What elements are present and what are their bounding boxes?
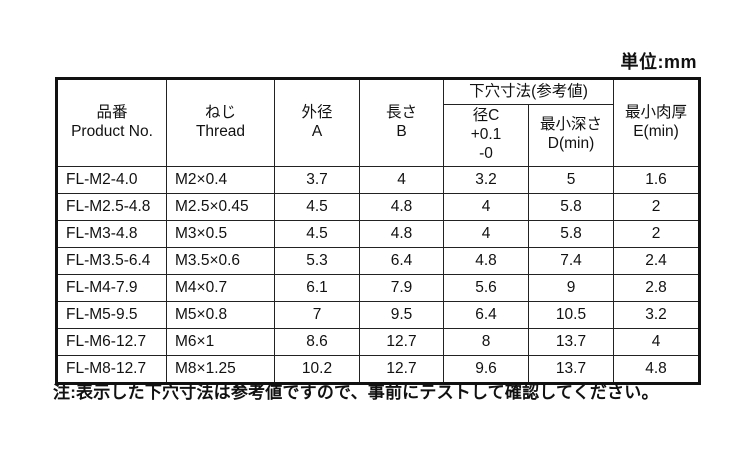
cell-min-depth: 13.7 [527,327,615,356]
header-row-group: 品番 Product No. ねじ Thread 外径 A 長さ B 下穴寸法(… [56,78,701,167]
cell-thread: M3.5×0.6 [166,246,275,275]
cell-product-no: FL-M6-12.7 [56,327,167,356]
cell-thread: M2×0.4 [166,165,275,194]
cell-min-depth: 5 [527,165,615,194]
spec-table: 品番 Product No. ねじ Thread 外径 A 長さ B 下穴寸法(… [55,77,702,385]
cell-product-no: FL-M5-9.5 [56,300,167,329]
cell-min-depth: 13.7 [527,354,615,384]
table-row: FL-M4-7.9 M4×0.7 6.1 7.9 5.6 9 2.8 [56,273,701,302]
cell-product-no: FL-M2-4.0 [56,165,167,194]
cell-min-wall: 2 [613,192,701,221]
cell-outer-diameter: 4.5 [274,192,360,221]
cell-outer-diameter: 8.6 [274,327,360,356]
cell-length: 4 [359,165,444,194]
cell-outer-diameter: 10.2 [274,354,360,384]
table-row: FL-M2-4.0 M2×0.4 3.7 4 3.2 5 1.6 [56,165,701,194]
cell-min-depth: 5.8 [527,192,615,221]
cell-thread: M6×1 [166,327,275,356]
cell-outer-diameter: 3.7 [274,165,360,194]
cell-min-wall: 2.8 [613,273,701,302]
spec-table-body: FL-M2-4.0 M2×0.4 3.7 4 3.2 5 1.6 FL-M2.5… [56,165,701,384]
table-row: FL-M5-9.5 M5×0.8 7 9.5 6.4 10.5 3.2 [56,300,701,329]
header-min-depth: 最小深さ D(min) [527,104,615,167]
cell-product-no: FL-M3-4.8 [56,219,167,248]
cell-min-depth: 9 [527,273,615,302]
header-outer-diameter: 外径 A [274,78,360,167]
cell-length: 4.8 [359,219,444,248]
table-row: FL-M2.5-4.8 M2.5×0.45 4.5 4.8 4 5.8 2 [56,192,701,221]
cell-min-wall: 2 [613,219,701,248]
header-product-no: 品番 Product No. [56,78,167,167]
cell-hole-diameter: 4.8 [443,246,529,275]
cell-min-wall: 1.6 [613,165,701,194]
cell-hole-diameter: 8 [443,327,529,356]
cell-product-no: FL-M2.5-4.8 [56,192,167,221]
table-row: FL-M3.5-6.4 M3.5×0.6 5.3 6.4 4.8 7.4 2.4 [56,246,701,275]
cell-length: 9.5 [359,300,444,329]
header-hole-diameter: 径C +0.1 -0 [443,104,529,167]
header-min-wall-thickness: 最小肉厚 E(min) [613,78,701,167]
cell-thread: M3×0.5 [166,219,275,248]
cell-min-depth: 7.4 [527,246,615,275]
cell-thread: M5×0.8 [166,300,275,329]
cell-length: 12.7 [359,354,444,384]
table-row: FL-M8-12.7 M8×1.25 10.2 12.7 9.6 13.7 4.… [56,354,701,384]
cell-min-wall: 4.8 [613,354,701,384]
cell-outer-diameter: 5.3 [274,246,360,275]
cell-hole-diameter: 4 [443,192,529,221]
cell-length: 12.7 [359,327,444,356]
cell-hole-diameter: 9.6 [443,354,529,384]
cell-product-no: FL-M4-7.9 [56,273,167,302]
table-row: FL-M6-12.7 M6×1 8.6 12.7 8 13.7 4 [56,327,701,356]
cell-min-wall: 4 [613,327,701,356]
cell-thread: M2.5×0.45 [166,192,275,221]
cell-thread: M4×0.7 [166,273,275,302]
cell-min-depth: 5.8 [527,219,615,248]
unit-label: 単位:mm [620,52,697,72]
cell-outer-diameter: 6.1 [274,273,360,302]
cell-min-wall: 3.2 [613,300,701,329]
cell-min-depth: 10.5 [527,300,615,329]
header-pilot-hole-group: 下穴寸法(参考値) [442,78,615,105]
cell-outer-diameter: 4.5 [274,219,360,248]
cell-hole-diameter: 5.6 [443,273,529,302]
cell-thread: M8×1.25 [166,354,275,384]
cell-length: 4.8 [359,192,444,221]
header-thread: ねじ Thread [166,78,275,167]
footnote: 注:表示した下穴寸法は参考値ですので、事前にテストして確認してください。 [53,383,659,402]
cell-hole-diameter: 3.2 [443,165,529,194]
cell-length: 6.4 [359,246,444,275]
table-row: FL-M3-4.8 M3×0.5 4.5 4.8 4 5.8 2 [56,219,701,248]
cell-hole-diameter: 4 [443,219,529,248]
cell-outer-diameter: 7 [274,300,360,329]
cell-product-no: FL-M8-12.7 [56,354,167,384]
cell-length: 7.9 [359,273,444,302]
cell-product-no: FL-M3.5-6.4 [56,246,167,275]
header-length: 長さ B [359,78,444,167]
cell-min-wall: 2.4 [613,246,701,275]
cell-hole-diameter: 6.4 [443,300,529,329]
header-row-sub: 径C +0.1 -0 最小深さ D(min) [57,104,700,167]
